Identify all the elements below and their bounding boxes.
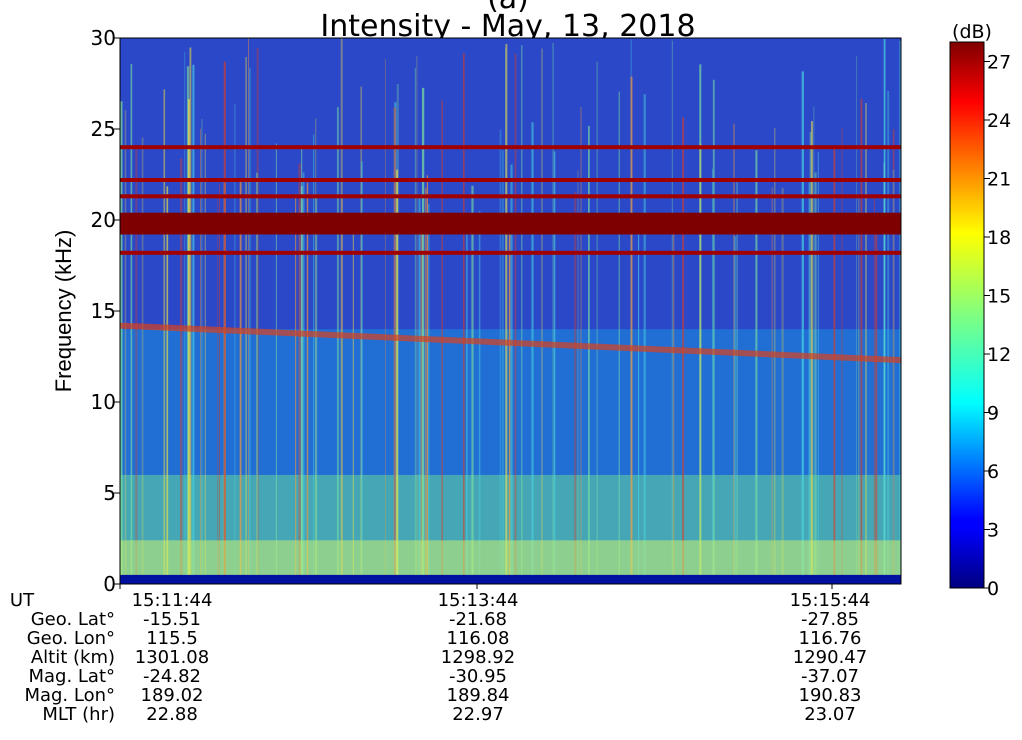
y-axis-label: Frequency (kHz) [51,230,76,393]
colorbar-ticks: 0 3 6 9 12 15 18 21 24 27 [984,52,1011,600]
y-tick-label: 5 [103,481,116,505]
ephemeris-value: 116.76 [799,628,862,649]
colorbar-tick-label: 27 [987,52,1011,74]
ephemeris-value: 115.5 [146,628,198,649]
figure-panel-label: (a) [487,0,529,16]
ephemeris-row-label: Mag. Lon° [24,685,115,706]
baseline-floor [120,574,901,584]
ephemeris-value: 1301.08 [135,647,209,668]
ephemeris-value: 1298.92 [441,647,515,668]
ephemeris-value: 23.07 [804,704,856,725]
constant-frequency-line [120,178,901,182]
colorbar-tick-label: 9 [987,403,999,425]
ephemeris-value: 15:11:44 [132,590,213,611]
colorbar-tick-label: 3 [987,520,999,542]
y-tick-label: 10 [91,390,116,414]
ephemeris-value: -15.51 [143,609,201,630]
spectrogram-plot-area [119,37,902,585]
colorbar-tick-label: 12 [987,344,1011,366]
ephemeris-value: -27.85 [801,609,859,630]
colorbar: (dB) 0 3 6 9 12 15 18 21 24 27 [949,21,1011,600]
colorbar-label: (dB) [952,21,992,43]
ephemeris-row-label: UT [10,590,35,611]
colorbar-tick-label: 21 [987,169,1011,191]
ephemeris-row-label: Geo. Lon° [27,628,115,649]
low-frequency-emission [120,540,901,575]
colorbar-tick-label: 15 [987,286,1011,308]
ephemeris-value: -30.95 [449,666,507,687]
constant-frequency-line [120,194,901,199]
colorbar-tick-label: 18 [987,227,1011,249]
ephemeris-value: 1290.47 [793,647,867,668]
colorbar-tick-label: 0 [987,578,999,600]
y-tick-label: 0 [103,572,116,596]
y-tick-label: 20 [91,208,116,232]
spectrogram-streaks [120,38,901,584]
colorbar-tick-label: 24 [987,110,1011,132]
ephemeris-value: 189.84 [447,685,510,706]
y-axis: 0 5 10 15 20 25 30 [91,26,120,596]
intense-band [120,212,901,235]
y-tick-label: 15 [91,299,116,323]
spectrogram-constant-lines [120,145,901,255]
ephemeris-value: 22.97 [452,704,504,725]
constant-frequency-line [120,250,901,255]
ephemeris-value: 22.88 [146,704,198,725]
y-tick-label: 30 [91,26,116,50]
ephemeris-row-label: MLT (hr) [42,704,115,725]
ephemeris-value: -24.82 [143,666,201,687]
ephemeris-value: -37.07 [801,666,859,687]
ephemeris-row-label: Altit (km) [31,647,115,668]
ephemeris-row-label: Geo. Lat° [31,609,115,630]
ephemeris-value: 190.83 [799,685,862,706]
ephemeris-row-label: Mag. Lat° [28,666,115,687]
ephemeris-value: 116.08 [447,628,510,649]
ephemeris-value: -21.68 [449,609,507,630]
ephemeris-value: 15:13:44 [438,590,519,611]
y-tick-label: 25 [91,117,116,141]
colorbar-tick-label: 6 [987,461,999,483]
emission-boundary [119,322,902,364]
ephemeris-value: 189.02 [141,685,204,706]
colorbar-gradient [949,41,985,589]
constant-frequency-line [120,145,901,150]
ephemeris-value: 15:15:44 [790,590,871,611]
